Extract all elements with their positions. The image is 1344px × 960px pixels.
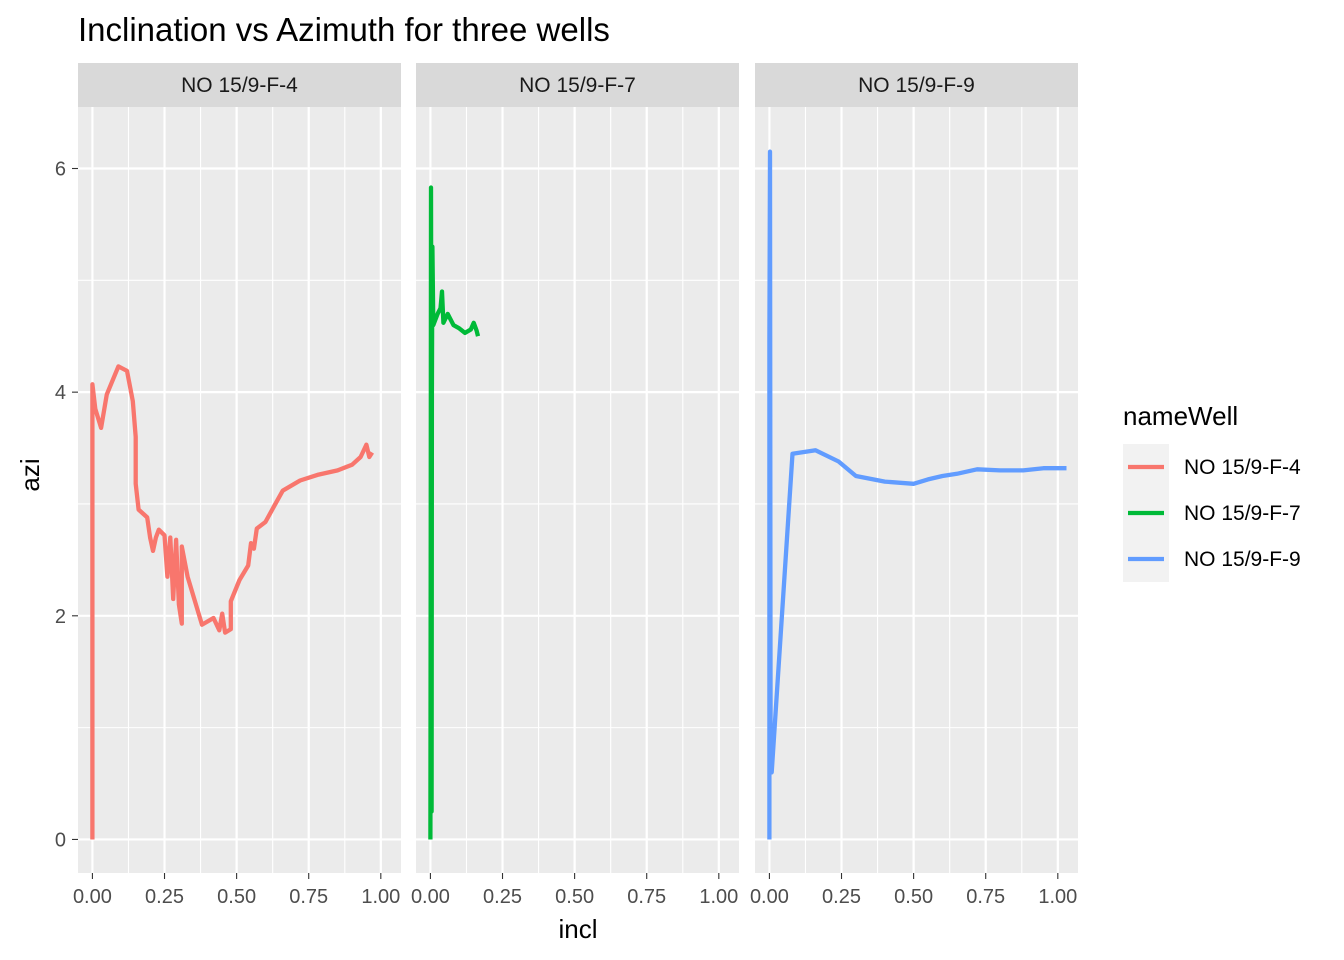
facet-panel: NO 15/9-F-4 (78, 63, 401, 873)
facet-strip-label: NO 15/9-F-9 (858, 74, 975, 97)
x-tick-label: 1.00 (1038, 886, 1077, 908)
series-line (90, 364, 375, 840)
y-tick-label: 0 (55, 829, 66, 851)
y-axis-title: azi (15, 458, 45, 491)
x-tick-label: 0.00 (411, 886, 450, 908)
chart-title: Inclination vs Azimuth for three wells (78, 11, 610, 48)
legend-title: nameWell (1123, 401, 1238, 431)
x-tick-label: 0.25 (483, 886, 522, 908)
x-tick-label: 1.00 (361, 886, 400, 908)
x-tick-label: 0.75 (966, 886, 1005, 908)
x-axes: 0.00 0.25 0.50 0.75 1.00 0.00 0.25 0.50 0.75 1.00… (73, 873, 1077, 908)
series-line (767, 149, 1067, 840)
x-tick-label: 1.00 (699, 886, 738, 908)
x-tick-label: 0.50 (894, 886, 933, 908)
facet-panel: NO 15/9-F-7 (416, 63, 739, 873)
series-line (428, 185, 481, 840)
legend-label: NO 15/9-F-4 (1184, 456, 1301, 479)
x-tick-label: 0.25 (145, 886, 184, 908)
facet-strip (416, 63, 739, 107)
x-tick-label: 0.75 (289, 886, 328, 908)
facet-strip-label: NO 15/9-F-7 (519, 74, 636, 97)
y-tick-label: 6 (55, 159, 66, 181)
x-axis-title: incl (558, 914, 597, 944)
x-tick-label: 0.00 (73, 886, 112, 908)
legend-label: NO 15/9-F-9 (1184, 548, 1301, 571)
x-tick-label: 0.75 (627, 886, 666, 908)
facet-strip (755, 63, 1078, 107)
x-tick-label: 0.00 (750, 886, 789, 908)
panel-background (78, 107, 401, 873)
facet-strip (78, 63, 401, 107)
panel-background (416, 107, 739, 873)
legend-label: NO 15/9-F-7 (1184, 502, 1301, 525)
y-tick-label: 4 (55, 382, 66, 404)
x-tick-label: 0.50 (217, 886, 256, 908)
x-tick-label: 0.50 (555, 886, 594, 908)
panel-background (755, 107, 1078, 873)
y-tick-label: 2 (55, 606, 66, 628)
x-tick-label: 0.25 (822, 886, 861, 908)
y-axis: 0 2 4 6 (55, 159, 78, 851)
facet-panels: NO 15/9-F-4 NO 15/9-F-7 NO 15/9-F-9 (78, 63, 1078, 873)
legend: nameWell NO 15/9-F-4 NO 15/9-F-7 NO 15/9-F-… (1123, 401, 1301, 582)
facet-strip-label: NO 15/9-F-4 (181, 74, 298, 97)
facet-panel: NO 15/9-F-9 (755, 63, 1078, 873)
